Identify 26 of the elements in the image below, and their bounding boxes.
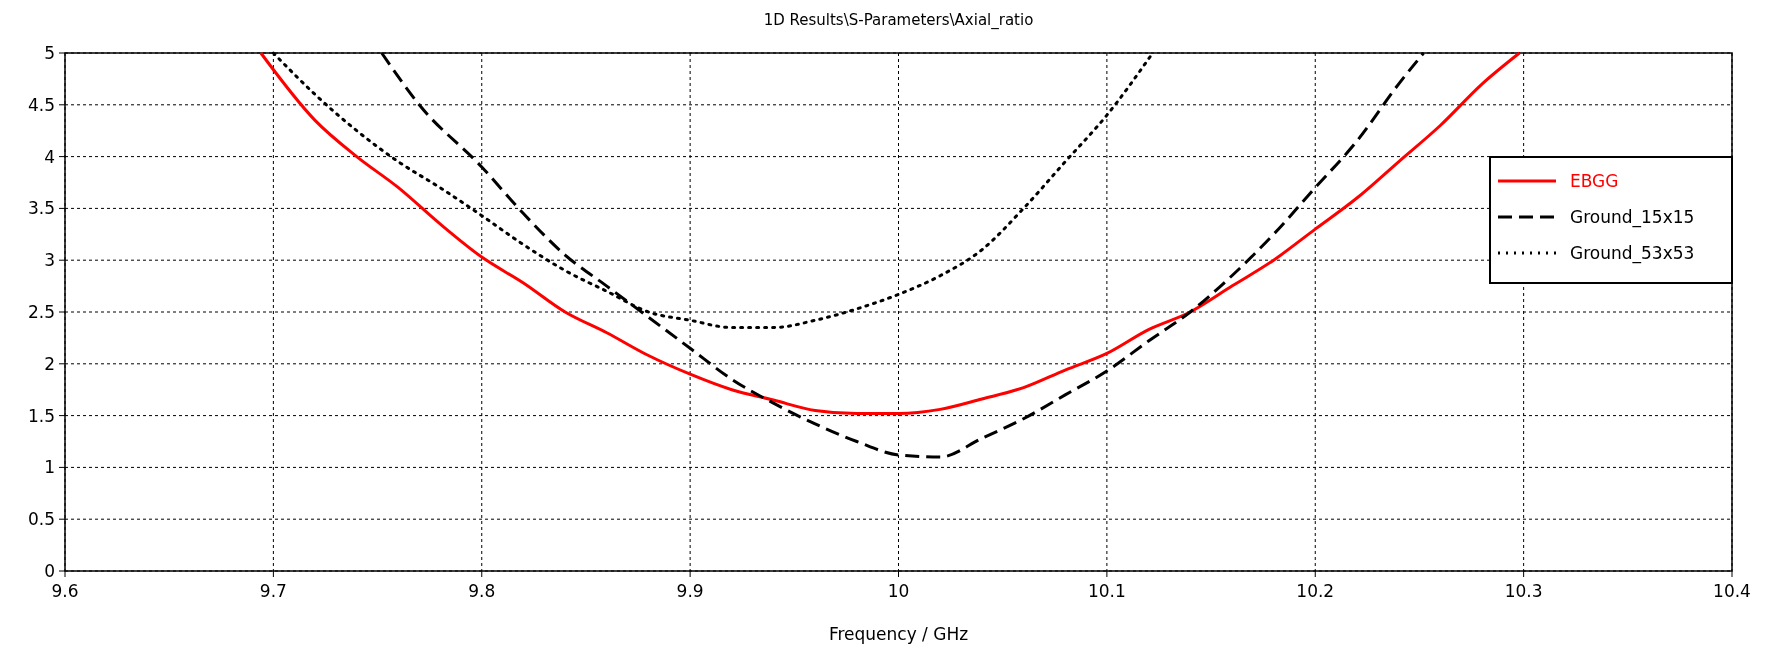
y-tick-label: 0.5 [27, 509, 55, 530]
y-tick-label: 1.5 [27, 405, 55, 426]
chart-title: 1D Results\S-Parameters\Axial_ratio [763, 11, 1034, 30]
x-tick-label: 9.6 [51, 581, 79, 601]
y-tick-label: 3 [44, 250, 55, 271]
line-series [259, 51, 1521, 416]
y-tick-label: 0 [44, 560, 55, 581]
x-tick-label: 10.4 [1713, 581, 1751, 601]
y-tick-label: 1 [44, 457, 55, 478]
x-tick-label: 9.9 [676, 581, 704, 601]
y-tick-label: 4.5 [27, 94, 55, 115]
x-tick-label: 10.2 [1296, 581, 1335, 601]
x-tick-label: 9.8 [468, 581, 496, 601]
legend-label: Ground_53x53 [1570, 242, 1695, 264]
x-tick-label: 10.3 [1504, 581, 1543, 601]
x-tick-label: 9.7 [259, 581, 287, 601]
y-tick-label: 5 [44, 42, 55, 63]
x-tick-label: 10.1 [1087, 581, 1126, 601]
x-tick-label: 10 [887, 581, 910, 601]
y-tick-label: 2 [44, 353, 55, 374]
y-tick-label: 4 [44, 146, 55, 167]
y-tick-label: 2.5 [27, 301, 55, 322]
legend-label: Ground_15x15 [1570, 206, 1695, 228]
y-tick-label: 3.5 [27, 198, 55, 219]
x-axis-title: Frequency / GHz [828, 624, 969, 644]
legend-label: EBGG [1570, 170, 1619, 191]
